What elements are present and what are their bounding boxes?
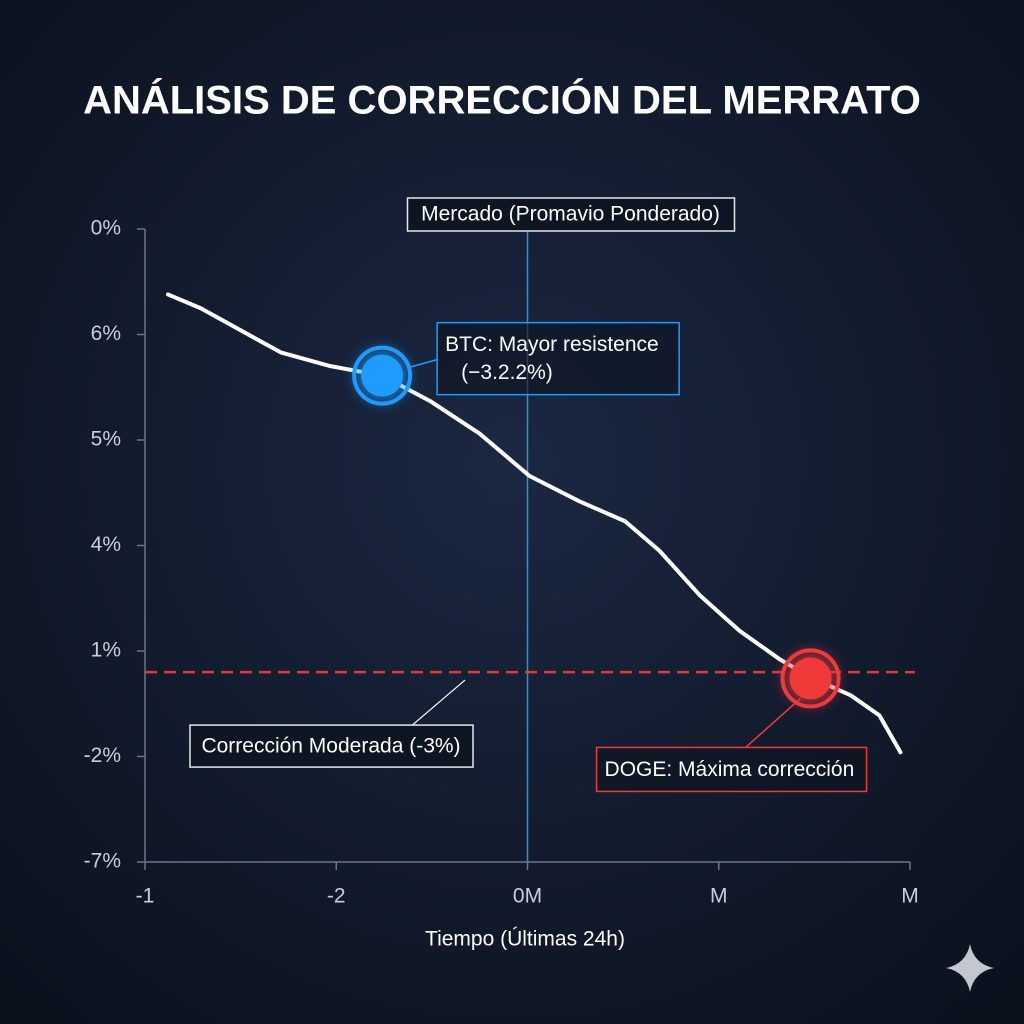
x-tick-label: M (710, 885, 728, 908)
chart-title: ANÁLISIS DE CORRECCIÓN DEL MERRATO (83, 77, 921, 123)
threshold-connector (409, 679, 466, 728)
threshold-label: Corrección Moderada (-3%) (201, 735, 460, 758)
marker (789, 657, 832, 700)
marker (361, 354, 404, 397)
y-tick-label: -7% (84, 850, 121, 873)
marker-ring (352, 345, 413, 406)
annotation-connector (407, 358, 438, 369)
vline-label-box (406, 197, 736, 232)
y-tick-label: -2% (84, 744, 121, 767)
x-tick-label: M (901, 885, 919, 908)
annotation-label: BTC: Mayor resistence (445, 333, 659, 356)
x-tick-label: 0M (513, 885, 542, 908)
y-tick-label: 5% (91, 428, 121, 451)
y-tick-label: 1% (91, 639, 121, 662)
x-axis-label: Tiempo (Últimas 24h) (425, 928, 625, 951)
annotation-label: (−3.2.2%) (461, 361, 553, 384)
annotation-box (436, 321, 680, 396)
vline-label: Mercado (Promavio Ponderado) (421, 203, 720, 226)
x-tick-label: -2 (327, 885, 346, 908)
marker-ring (780, 648, 841, 709)
threshold-label-box (189, 724, 474, 768)
x-tick-label: -1 (136, 885, 155, 908)
y-tick-label: 0% (91, 217, 121, 240)
annotation-label: DOGE: Máxima corrección (605, 758, 855, 781)
annotation-box (595, 746, 868, 793)
y-tick-label: 4% (91, 533, 121, 556)
annotation-connector (745, 697, 802, 748)
y-tick-label: 6% (91, 322, 121, 345)
sparkle-icon (946, 944, 994, 992)
